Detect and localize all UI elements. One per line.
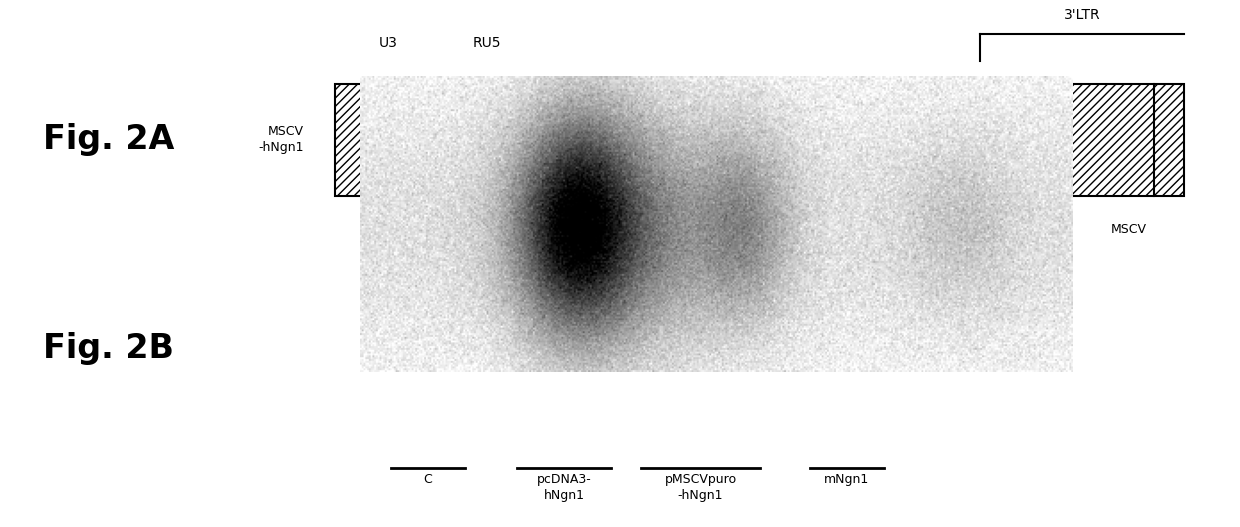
Text: pMSCVpuro
-hNgn1: pMSCVpuro -hNgn1 <box>665 473 737 502</box>
Text: Puro: Puro <box>928 133 957 147</box>
Text: MSCV: MSCV <box>1110 223 1147 237</box>
Text: Fig. 2B: Fig. 2B <box>43 332 175 365</box>
Text: MSCV
-hNgn1: MSCV -hNgn1 <box>258 125 304 154</box>
Text: hNgn1: hNgn1 <box>649 133 691 146</box>
Text: pcDNA3-
hNgn1: pcDNA3- hNgn1 <box>537 473 591 502</box>
Text: Fig. 2A: Fig. 2A <box>43 123 175 156</box>
Bar <box>608 84 732 196</box>
Bar <box>335 84 527 196</box>
Text: mNgn1: mNgn1 <box>825 473 869 485</box>
Text: P: P <box>825 126 833 140</box>
Text: 3'LTR: 3'LTR <box>1064 8 1100 22</box>
Text: PKG: PKG <box>842 143 861 153</box>
Text: U3: U3 <box>378 36 398 50</box>
Bar <box>794 84 887 196</box>
Text: (Murine Stem Cell Virus): (Murine Stem Cell Virus) <box>827 257 996 271</box>
Text: C: C <box>423 473 433 485</box>
Text: RU5: RU5 <box>474 36 501 50</box>
Bar <box>887 84 998 196</box>
Bar <box>1017 84 1184 196</box>
